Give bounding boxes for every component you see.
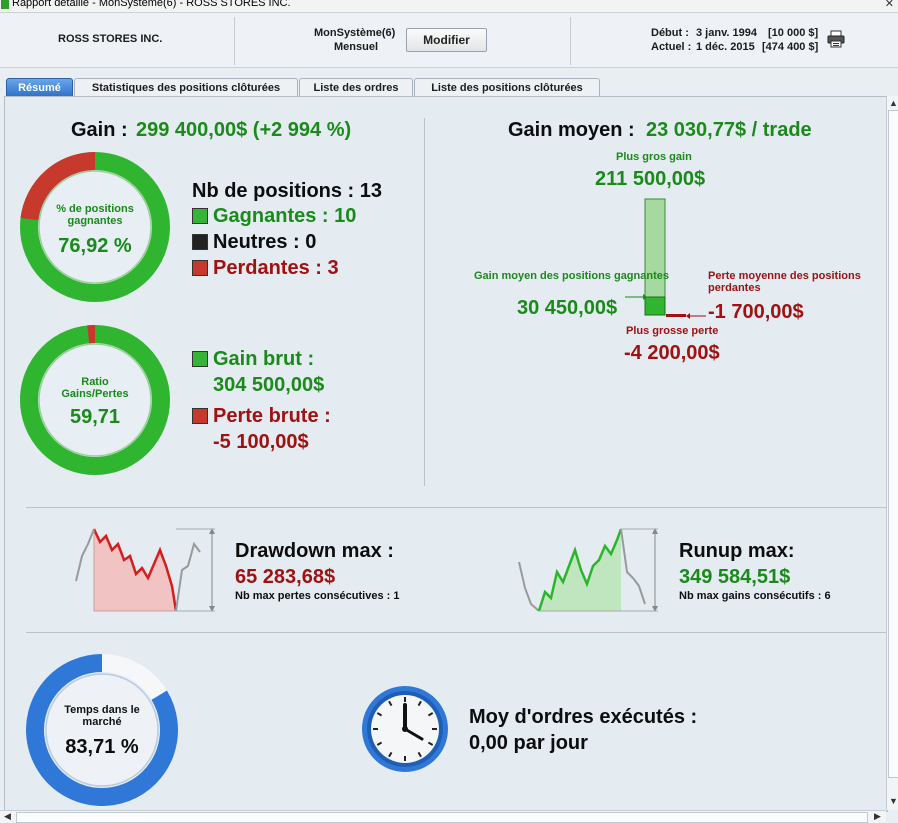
avg-win-value: 30 450,00$: [517, 297, 618, 319]
start-value: [10 000 $]: [768, 27, 819, 39]
start-date: 3 janv. 1994: [696, 27, 757, 39]
runup-value: 349 584,51$: [679, 566, 791, 588]
header-divider: [570, 17, 571, 65]
win-rate-donut: [20, 152, 170, 302]
market-time-value: 83,71 %: [65, 736, 139, 758]
scroll-down-icon[interactable]: ▼: [889, 796, 898, 806]
close-icon[interactable]: ✕: [884, 0, 894, 10]
scroll-right-icon[interactable]: ▶: [874, 811, 881, 821]
market-time-donut: [26, 654, 178, 806]
gross-loss-value: -5 100,00$: [213, 431, 309, 453]
tab-closed-positions[interactable]: Liste des positions clôturées: [414, 78, 600, 96]
tab-closed-stats[interactable]: Statistiques des positions clôturées: [74, 78, 298, 96]
vertical-scrollbar[interactable]: ▲ ▼: [886, 96, 898, 810]
neutral-swatch: [192, 234, 208, 250]
modify-button[interactable]: Modifier: [406, 28, 487, 52]
largest-loss-value: -4 200,00$: [624, 342, 720, 364]
largest-gain-value: 211 500,00$: [595, 168, 706, 190]
winning-swatch: [192, 208, 208, 224]
end-value: [474 400 $]: [762, 41, 819, 53]
win-donut-label: % de positions gagnantes: [56, 203, 134, 227]
gross-loss-label: Perte brute :: [213, 405, 331, 427]
window-title: Rapport détaillé - MonSystème(6) - ROSS …: [12, 0, 291, 9]
largest-gain-label: Plus gros gain: [616, 151, 692, 163]
scroll-left-icon[interactable]: ◀: [4, 811, 11, 821]
avg-loss-value: -1 700,00$: [708, 301, 804, 323]
avg-loss-label: Perte moyenne des positions perdantes: [708, 270, 861, 294]
horizontal-divider: [26, 632, 886, 633]
ratio-donut-value: 59,71: [69, 406, 121, 428]
win-donut-value: 76,92 %: [58, 235, 132, 257]
app-icon: [1, 0, 9, 9]
horizontal-divider: [26, 507, 886, 508]
vertical-divider: [424, 118, 425, 486]
positions-count: Nb de positions : 13: [192, 180, 383, 202]
orders-avg-value: 0,00 par jour: [469, 732, 588, 754]
header-divider: [234, 17, 235, 65]
system-name: MonSystème(6): [314, 27, 396, 39]
gross-loss-swatch: [192, 408, 208, 424]
gain-value: 299 400,00$ (+2 994 %): [136, 119, 352, 141]
drawdown-chart-icon: [72, 526, 222, 616]
gross-gain-value: 304 500,00$: [213, 374, 325, 396]
window-titlebar: Rapport détaillé - MonSystème(6) - ROSS …: [0, 0, 898, 12]
vertical-scroll-thumb[interactable]: [888, 110, 898, 778]
gross-gain-swatch: [192, 351, 208, 367]
avg-gain-label: Gain moyen :: [508, 119, 635, 141]
printer-icon[interactable]: [826, 29, 846, 49]
system-period: Mensuel: [334, 41, 379, 53]
avg-win-label: Gain moyen des positions gagnantes: [474, 270, 669, 282]
winning-count: Gagnantes : 10: [213, 205, 357, 227]
clock-icon: [360, 684, 450, 774]
symbol-name: ROSS STORES INC.: [58, 33, 163, 45]
gain-label: Gain :: [71, 119, 128, 141]
end-date: 1 déc. 2015: [696, 41, 755, 53]
runup-note: Nb max gains consécutifs : 6: [679, 590, 831, 602]
losing-swatch: [192, 260, 208, 276]
losing-count: Perdantes : 3: [213, 257, 339, 279]
tab-resume[interactable]: Résumé: [6, 78, 73, 96]
largest-loss-label: Plus grosse perte: [626, 325, 719, 337]
drawdown-note: Nb max pertes consécutives : 1: [235, 590, 400, 602]
ratio-donut-label: Ratio Gains/Pertes: [61, 376, 129, 400]
drawdown-title: Drawdown max :: [235, 540, 394, 562]
avg-trade-bar-chart: [620, 196, 720, 320]
market-time-label: Temps dans le marché: [64, 704, 140, 728]
scroll-up-icon[interactable]: ▲: [889, 98, 898, 108]
runup-chart-icon: [515, 526, 665, 616]
report-header: ROSS STORES INC. MonSystème(6) Mensuel M…: [0, 12, 898, 68]
horizontal-scroll-thumb[interactable]: [16, 812, 868, 823]
orders-avg-title: Moy d'ordres exécutés :: [469, 706, 698, 728]
start-label: Début :: [651, 27, 689, 39]
drawdown-value: 65 283,68$: [235, 566, 336, 588]
neutral-count: Neutres : 0: [213, 231, 317, 253]
end-label: Actuel :: [651, 41, 692, 53]
gain-loss-ratio-donut: [20, 325, 170, 475]
runup-title: Runup max:: [679, 540, 795, 562]
horizontal-scrollbar[interactable]: ◀ ▶: [0, 810, 886, 823]
gross-gain-label: Gain brut :: [213, 348, 315, 370]
avg-gain-value: 23 030,77$ / trade: [646, 119, 812, 141]
tab-orders-list[interactable]: Liste des ordres: [299, 78, 413, 96]
